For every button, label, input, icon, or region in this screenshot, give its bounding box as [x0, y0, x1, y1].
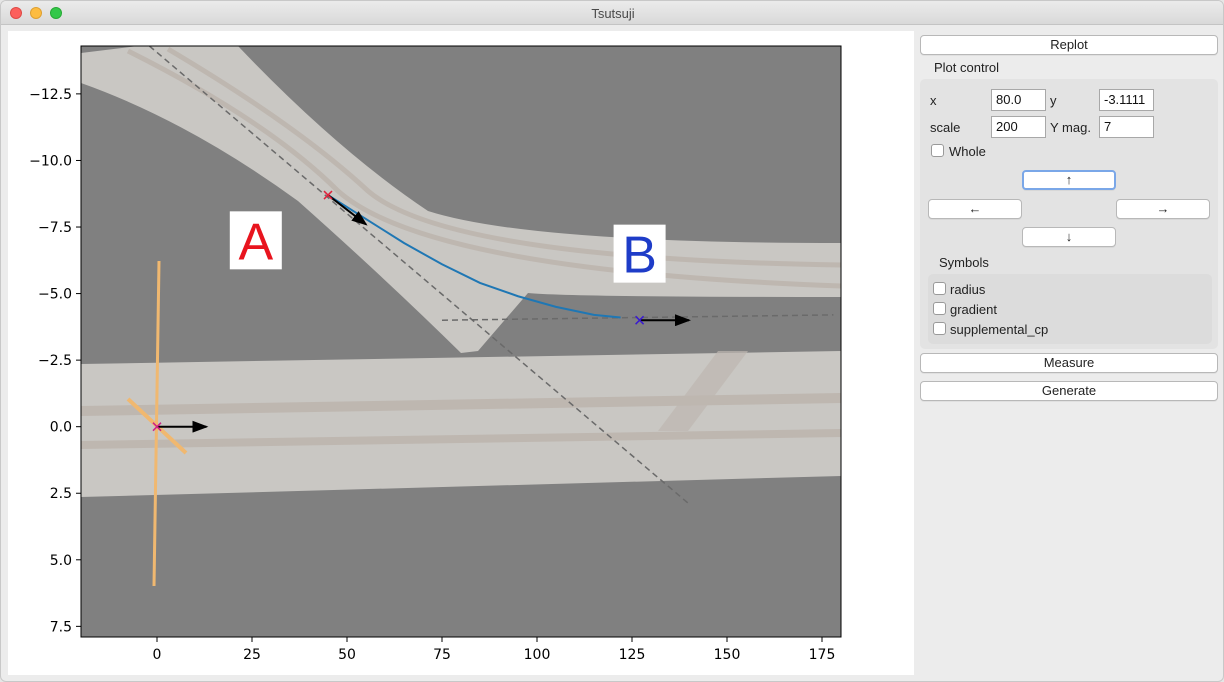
- y-tick-label: −2.5: [38, 353, 72, 369]
- whole-checkbox[interactable]: [931, 144, 944, 157]
- tangent-dashed-line-a: [148, 46, 690, 505]
- pan-right-button[interactable]: →: [1116, 199, 1210, 219]
- y-tick-label: 0.0: [50, 420, 72, 436]
- track-plot: A B 0 25 50 75 100 125 150 175 −12.5 −10.0 −7.5 −5…: [29, 45, 842, 663]
- symbols-label: Symbols: [939, 255, 989, 270]
- title-bar: Tsutsuji: [1, 1, 1223, 25]
- x-axis-ticks: 0 25 50 75 100 125 150 175: [153, 637, 836, 663]
- pan-up-button[interactable]: ↑: [1022, 170, 1116, 190]
- y-label: y: [1050, 93, 1057, 108]
- x-tick-label: 125: [619, 647, 646, 663]
- supplemental-cp-label: supplemental_cp: [950, 322, 1049, 337]
- annotation-b: B: [613, 224, 666, 285]
- y-tick-label: 2.5: [50, 486, 72, 502]
- measure-button[interactable]: Measure: [920, 353, 1218, 373]
- control-panel: Replot Plot control x 80.0 y -3.1111 sca…: [915, 31, 1223, 679]
- svg-text:A: A: [238, 213, 273, 271]
- annotation-a: A: [229, 211, 282, 271]
- axes-frame: [80, 45, 842, 638]
- close-window-icon[interactable]: [10, 7, 22, 19]
- control-point-marker-origin: [152, 422, 162, 432]
- replot-button[interactable]: Replot: [920, 35, 1218, 55]
- ymag-input[interactable]: 7: [1099, 116, 1154, 138]
- marker-stroke: [152, 422, 162, 432]
- gradient-label: gradient: [950, 302, 997, 317]
- control-point-marker-a: [323, 190, 333, 200]
- marker-stroke: [635, 315, 645, 325]
- svg-text:B: B: [622, 227, 657, 285]
- y-tick-label: −7.5: [38, 220, 72, 236]
- transition-curve: [327, 194, 621, 319]
- generate-button[interactable]: Generate: [920, 381, 1218, 401]
- radius-label: radius: [950, 282, 986, 297]
- whole-label: Whole: [949, 144, 986, 159]
- y-tick-label: −5.0: [38, 287, 72, 303]
- x-tick-label: 150: [714, 647, 741, 663]
- scale-label: scale: [930, 120, 961, 135]
- direction-arrow-a: [327, 194, 368, 226]
- symbols-group: [928, 274, 1212, 344]
- radius-checkbox[interactable]: [933, 282, 946, 295]
- y-tick-label: −10.0: [29, 153, 72, 169]
- y-tick-label: −12.5: [29, 87, 72, 103]
- x-label: x: [930, 93, 937, 108]
- scale-input[interactable]: 200: [991, 116, 1046, 138]
- x-tick-label: 0: [153, 647, 162, 663]
- supplemental-cp-checkbox[interactable]: [933, 322, 946, 335]
- data-overlay: [148, 46, 834, 505]
- gradient-checkbox[interactable]: [933, 302, 946, 315]
- x-tick-label: 50: [338, 647, 356, 663]
- x-tick-label: 100: [524, 647, 551, 663]
- x-input[interactable]: 80.0: [991, 89, 1046, 111]
- y-tick-label: 5.0: [50, 553, 72, 569]
- minimize-window-icon[interactable]: [30, 7, 42, 19]
- marker-stroke: [323, 190, 333, 200]
- y-input[interactable]: -3.1111: [1099, 89, 1154, 111]
- window-title: Tsutsuji: [591, 6, 635, 21]
- plot-canvas[interactable]: A B 0 25 50 75 100 125 150 175 −12.5 −10.0 −7.5 −5…: [8, 31, 914, 675]
- pan-down-button[interactable]: ↓: [1022, 227, 1116, 247]
- y-axis-ticks: −12.5 −10.0 −7.5 −5.0 −2.5 0.0 2.5 5.0 7.5: [29, 87, 81, 635]
- ymag-label: Y mag.: [1050, 120, 1091, 135]
- control-point-marker-b: [635, 315, 645, 325]
- x-tick-label: 25: [243, 647, 261, 663]
- x-tick-label: 75: [433, 647, 451, 663]
- y-tick-label: 7.5: [50, 619, 72, 635]
- pan-left-button[interactable]: ←: [928, 199, 1022, 219]
- maximize-window-icon[interactable]: [50, 7, 62, 19]
- x-tick-label: 175: [809, 647, 836, 663]
- plot-control-label: Plot control: [934, 60, 1000, 75]
